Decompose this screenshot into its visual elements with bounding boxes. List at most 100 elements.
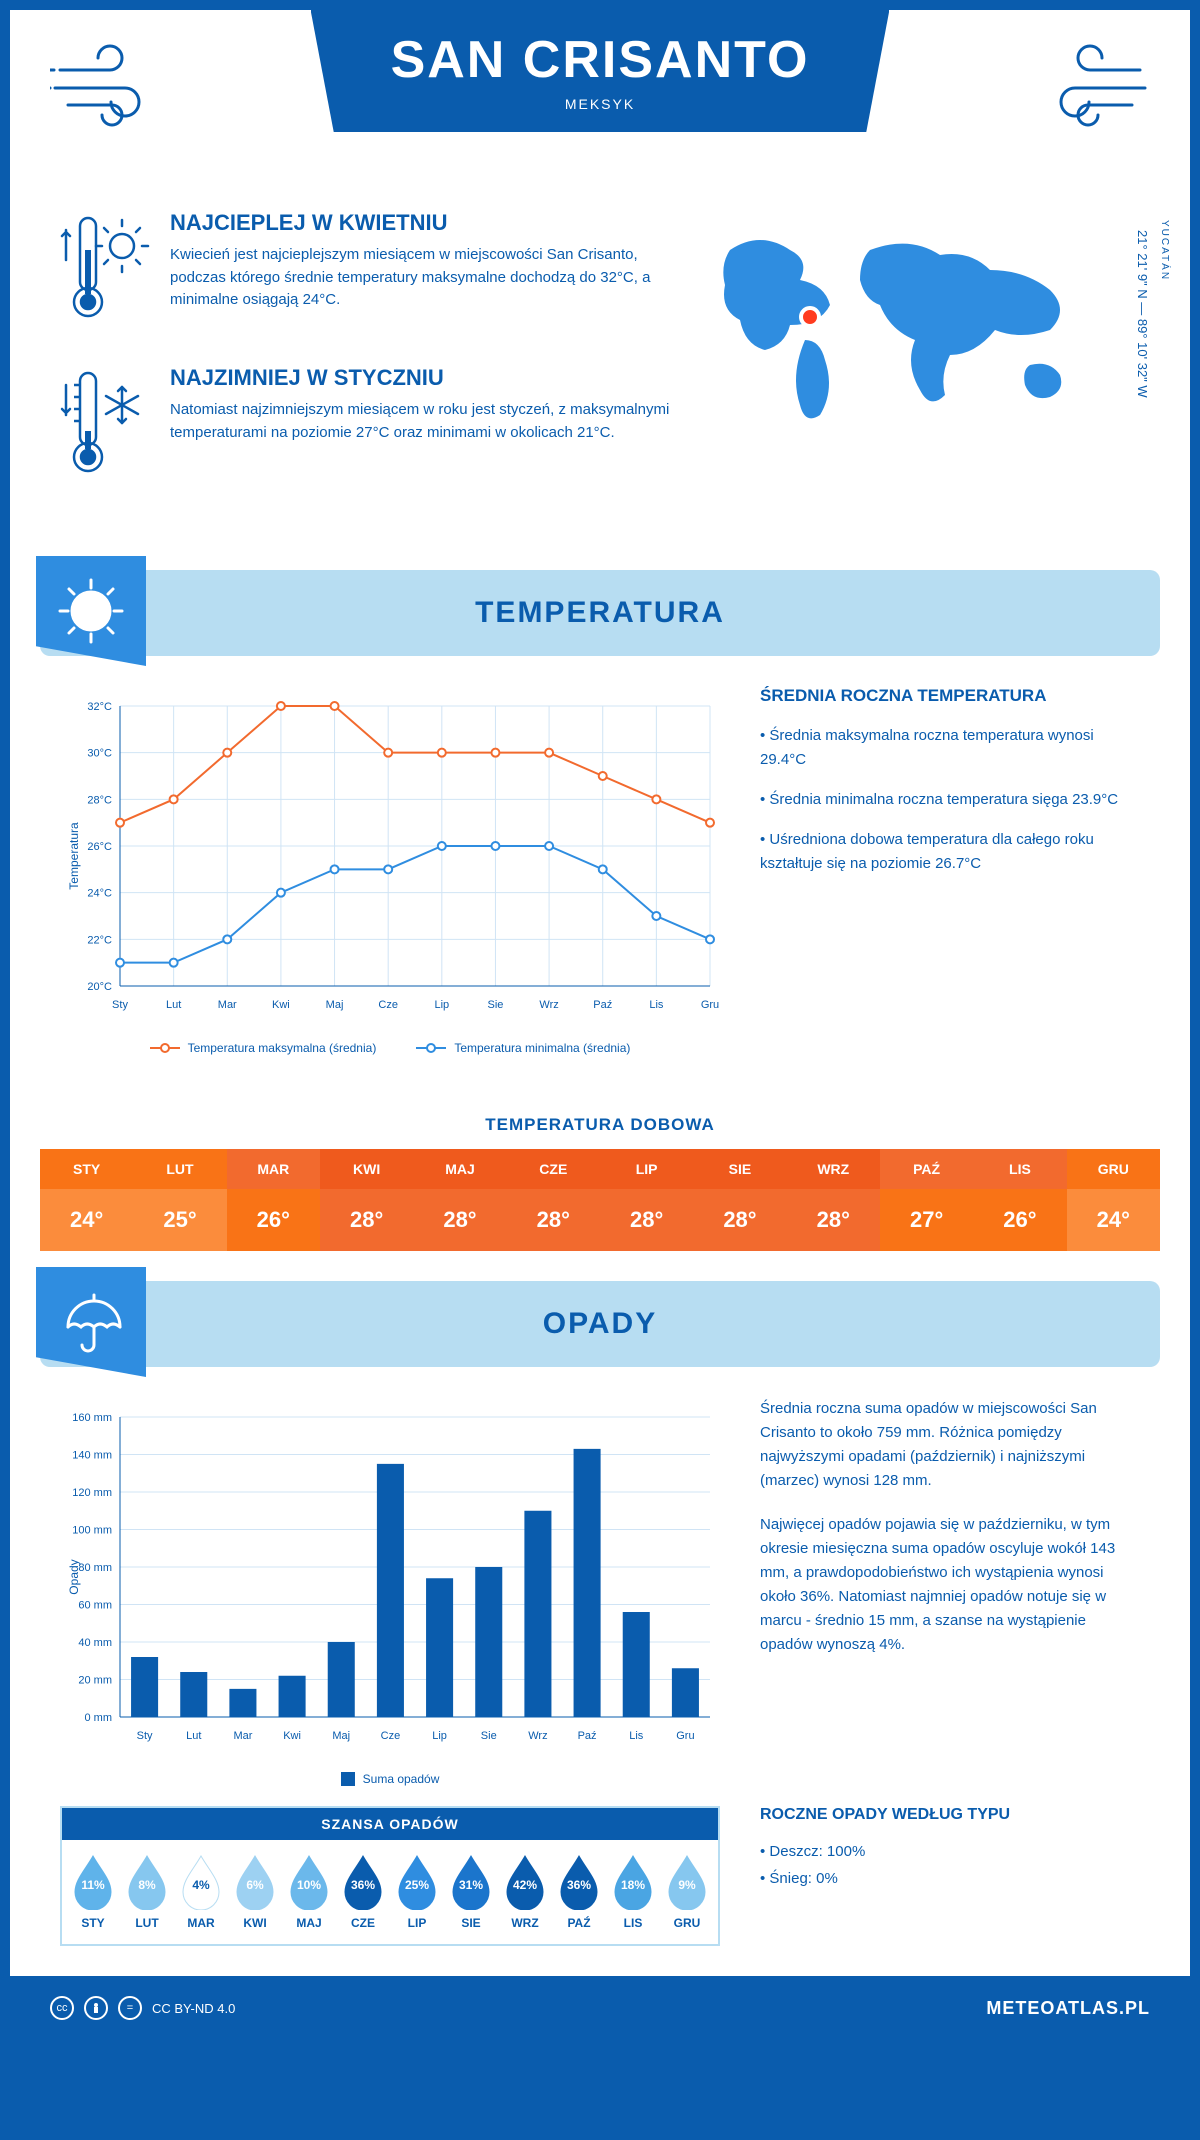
daily-month: SIE bbox=[693, 1149, 786, 1189]
daily-value: 28° bbox=[320, 1189, 413, 1251]
section-title: TEMPERATURA bbox=[475, 596, 725, 629]
daily-temp-title: TEMPERATURA DOBOWA bbox=[10, 1115, 1190, 1135]
svg-text:20°C: 20°C bbox=[87, 981, 112, 993]
precip-chance-table: SZANSA OPADÓW 11% STY 8% LUT 4% MAR 6% bbox=[60, 1806, 720, 1946]
legend-precip: Suma opadów bbox=[341, 1772, 440, 1786]
page-title: SAN CRISANTO bbox=[391, 30, 810, 90]
svg-text:Cze: Cze bbox=[378, 999, 398, 1011]
coldest-heading: NAJZIMNIEJ W STYCZNIU bbox=[170, 365, 680, 391]
daily-value: 24° bbox=[1067, 1189, 1160, 1251]
daily-value: 28° bbox=[693, 1189, 786, 1251]
svg-text:Mar: Mar bbox=[233, 1730, 252, 1742]
raindrop-icon: 8% bbox=[125, 1854, 169, 1910]
chance-cell: 6% KWI bbox=[228, 1854, 282, 1930]
chance-month: LIS bbox=[606, 1916, 660, 1930]
chance-cell: 42% WRZ bbox=[498, 1854, 552, 1930]
chance-month: MAR bbox=[174, 1916, 228, 1930]
raindrop-icon: 25% bbox=[395, 1854, 439, 1910]
svg-text:Sty: Sty bbox=[112, 999, 128, 1011]
svg-text:40 mm: 40 mm bbox=[78, 1637, 112, 1649]
cc-icon: cc bbox=[50, 1996, 74, 2020]
chance-value: 42% bbox=[513, 1878, 537, 1892]
raindrop-icon: 42% bbox=[503, 1854, 547, 1910]
by-icon bbox=[84, 1996, 108, 2020]
svg-text:Lis: Lis bbox=[629, 1730, 644, 1742]
raindrop-icon: 4% bbox=[179, 1854, 223, 1910]
svg-text:100 mm: 100 mm bbox=[72, 1525, 112, 1537]
chance-value: 10% bbox=[297, 1878, 321, 1892]
chance-cell: 11% STY bbox=[66, 1854, 120, 1930]
svg-text:Sty: Sty bbox=[137, 1730, 153, 1742]
summary-bullet: • Średnia minimalna roczna temperatura s… bbox=[760, 788, 1140, 812]
chance-cell: 36% PAŹ bbox=[552, 1854, 606, 1930]
chance-value: 6% bbox=[246, 1878, 263, 1892]
chance-month: KWI bbox=[228, 1916, 282, 1930]
legend-max: Temperatura maksymalna (średnia) bbox=[150, 1041, 377, 1055]
svg-text:0 mm: 0 mm bbox=[85, 1712, 113, 1724]
precip-by-type: ROCZNE OPADY WEDŁUG TYPU • Deszcz: 100% … bbox=[760, 1806, 1140, 1946]
bytype-line: • Śnieg: 0% bbox=[760, 1865, 1140, 1892]
svg-text:60 mm: 60 mm bbox=[78, 1600, 112, 1612]
warmest-text: Kwiecień jest najcieplejszym miesiącem w… bbox=[170, 244, 680, 312]
daily-temp-table: STYLUTMARKWIMAJCZELIPSIEWRZPAŹLISGRU24°2… bbox=[40, 1149, 1160, 1251]
section-temperature: TEMPERATURA bbox=[40, 570, 1160, 656]
svg-text:Opady: Opady bbox=[67, 1559, 81, 1594]
chance-value: 11% bbox=[81, 1878, 104, 1892]
thermometer-cold-icon bbox=[60, 365, 150, 490]
raindrop-icon: 31% bbox=[449, 1854, 493, 1910]
daily-month: PAŹ bbox=[880, 1149, 973, 1189]
svg-text:Sie: Sie bbox=[481, 1730, 497, 1742]
raindrop-icon: 36% bbox=[341, 1854, 385, 1910]
precipitation-chart: 0 mm20 mm40 mm60 mm80 mm100 mm120 mm140 … bbox=[60, 1397, 720, 1786]
daily-month: KWI bbox=[320, 1149, 413, 1189]
svg-text:Wrz: Wrz bbox=[539, 999, 558, 1011]
svg-text:Gru: Gru bbox=[701, 999, 719, 1011]
precip-paragraph: Najwięcej opadów pojawia się w październ… bbox=[760, 1513, 1140, 1657]
svg-text:24°C: 24°C bbox=[87, 888, 112, 900]
svg-text:Cze: Cze bbox=[381, 1730, 401, 1742]
svg-text:160 mm: 160 mm bbox=[72, 1412, 112, 1424]
coldest-text: Natomiast najzimniejszym miesiącem w rok… bbox=[170, 399, 680, 444]
svg-text:Sie: Sie bbox=[488, 999, 504, 1011]
page-subtitle: MEKSYK bbox=[391, 96, 810, 112]
svg-text:Lut: Lut bbox=[166, 999, 181, 1011]
chance-value: 9% bbox=[678, 1878, 695, 1892]
daily-month: LIS bbox=[973, 1149, 1066, 1189]
svg-text:Maj: Maj bbox=[332, 1730, 350, 1742]
map-marker-icon bbox=[798, 305, 822, 334]
chance-month: WRZ bbox=[498, 1916, 552, 1930]
thermometer-hot-icon bbox=[60, 210, 150, 335]
chance-value: 36% bbox=[567, 1878, 591, 1892]
chance-month: LIP bbox=[390, 1916, 444, 1930]
bytype-line: • Deszcz: 100% bbox=[760, 1838, 1140, 1865]
section-title: OPADY bbox=[543, 1307, 657, 1340]
chance-month: LUT bbox=[120, 1916, 174, 1930]
daily-value: 28° bbox=[413, 1189, 506, 1251]
daily-month: WRZ bbox=[787, 1149, 880, 1189]
sun-icon bbox=[36, 556, 146, 666]
daily-month: LUT bbox=[133, 1149, 226, 1189]
svg-text:120 mm: 120 mm bbox=[72, 1487, 112, 1499]
svg-text:Paź: Paź bbox=[593, 999, 612, 1011]
coordinates: 21° 21' 9" N — 89° 10' 32" W bbox=[1135, 230, 1150, 398]
svg-text:32°C: 32°C bbox=[87, 701, 112, 713]
chance-month: MAJ bbox=[282, 1916, 336, 1930]
summary-bullet: • Uśredniona dobowa temperatura dla całe… bbox=[760, 828, 1140, 876]
svg-text:Lip: Lip bbox=[434, 999, 449, 1011]
warmest-heading: NAJCIEPLEJ W KWIETNIU bbox=[170, 210, 680, 236]
region-label: YUCATÁN bbox=[1159, 220, 1170, 281]
temperature-chart: 20°C22°C24°C26°C28°C30°C32°CStyLutMarKwi… bbox=[60, 686, 720, 1055]
svg-text:Lut: Lut bbox=[186, 1730, 201, 1742]
raindrop-icon: 11% bbox=[71, 1854, 115, 1910]
daily-value: 24° bbox=[40, 1189, 133, 1251]
daily-month: STY bbox=[40, 1149, 133, 1189]
wind-icon bbox=[1030, 40, 1150, 135]
chance-month: STY bbox=[66, 1916, 120, 1930]
svg-text:Paź: Paź bbox=[578, 1730, 597, 1742]
chance-month: PAŹ bbox=[552, 1916, 606, 1930]
svg-text:Temperatura: Temperatura bbox=[67, 822, 81, 890]
chance-value: 25% bbox=[405, 1878, 429, 1892]
brand: METEOATLAS.PL bbox=[986, 1998, 1150, 2019]
intro-section: NAJCIEPLEJ W KWIETNIU Kwiecień jest najc… bbox=[10, 190, 1190, 550]
daily-value: 26° bbox=[973, 1189, 1066, 1251]
